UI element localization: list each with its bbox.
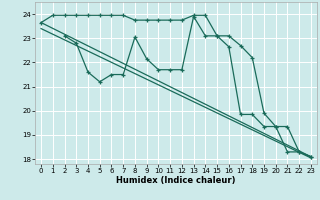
X-axis label: Humidex (Indice chaleur): Humidex (Indice chaleur) xyxy=(116,176,236,185)
